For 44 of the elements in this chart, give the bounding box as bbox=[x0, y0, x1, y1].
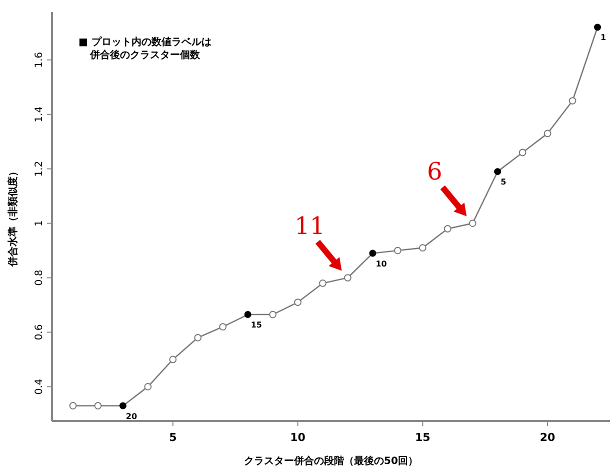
x-tick-label: 5 bbox=[169, 431, 177, 444]
annotation: ■ プロット内の数値ラベルは bbox=[78, 36, 212, 48]
x-tick-label: 10 bbox=[290, 431, 306, 444]
annotation: 5 bbox=[500, 178, 507, 187]
y-tick-label: 1.4 bbox=[34, 106, 45, 122]
y-tick-label: 0.6 bbox=[34, 324, 45, 340]
y-tick-label: 1.6 bbox=[34, 52, 45, 68]
x-axis-title: クラスター併合の段階（最後の50回） bbox=[244, 455, 418, 467]
point bbox=[344, 274, 352, 282]
point bbox=[244, 311, 252, 318]
point bbox=[294, 298, 302, 306]
point bbox=[69, 402, 77, 410]
point bbox=[418, 244, 426, 252]
point bbox=[319, 280, 326, 287]
point bbox=[94, 402, 102, 410]
annotation: 6 bbox=[426, 157, 442, 186]
point bbox=[119, 402, 126, 410]
point bbox=[444, 225, 452, 232]
annotation: 併合後のクラスター個数 bbox=[89, 49, 201, 61]
point bbox=[468, 220, 476, 228]
annotation: 11 bbox=[294, 212, 326, 240]
x-tick-label: 15 bbox=[415, 431, 430, 444]
point bbox=[169, 356, 177, 364]
y-tick-label: 1 bbox=[34, 220, 45, 226]
point bbox=[568, 97, 576, 104]
annotation: 15 bbox=[250, 320, 262, 330]
point bbox=[144, 382, 152, 390]
x-tick-label: 20 bbox=[540, 431, 556, 444]
y-tick-label: 1.2 bbox=[34, 160, 45, 177]
point bbox=[544, 130, 552, 138]
point bbox=[394, 246, 402, 254]
point bbox=[219, 323, 227, 330]
annotation: 20 bbox=[126, 412, 138, 421]
y-tick-label: 0.8 bbox=[34, 270, 45, 286]
point bbox=[518, 148, 526, 156]
point bbox=[594, 24, 602, 31]
annotation: 10 bbox=[376, 259, 388, 268]
y-axis-title: 併合水準（非類似度） bbox=[7, 166, 19, 268]
point bbox=[369, 250, 376, 257]
y-tick-label: 0.4 bbox=[34, 378, 45, 395]
annotation: 1 bbox=[600, 33, 607, 42]
point bbox=[269, 310, 276, 318]
point bbox=[194, 334, 202, 342]
point bbox=[494, 168, 502, 176]
